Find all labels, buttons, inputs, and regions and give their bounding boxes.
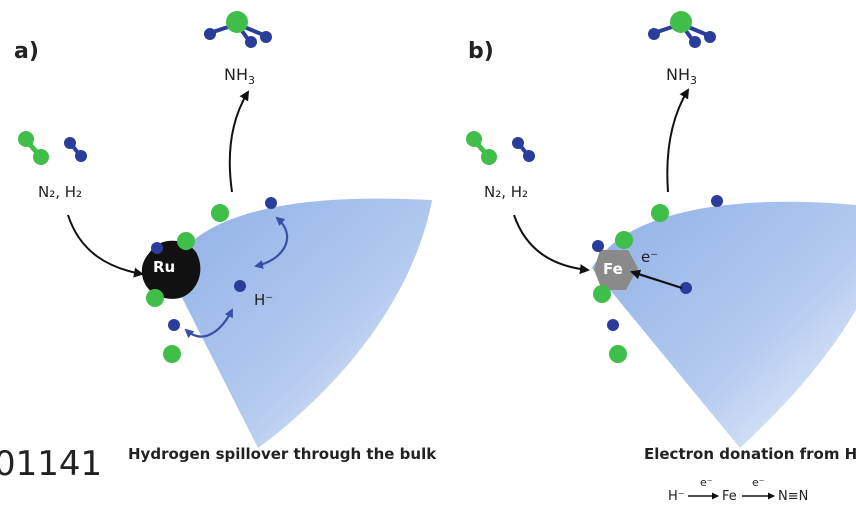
reactant-arrow-b <box>513 214 590 275</box>
panel-a-label: a) <box>14 39 39 64</box>
support-surface-b <box>592 201 856 448</box>
h2-molecule-icon <box>512 137 535 162</box>
nh3-molecule-icon <box>648 11 716 48</box>
hydride-label-a: H⁻ <box>254 291 273 309</box>
equation-metal: Fe <box>722 489 737 504</box>
panel-a: a) NH3 N₂, H₂ Ru <box>14 11 437 463</box>
caption-b: Electron donation from H⁻ <box>644 445 856 463</box>
equation-nitrogen: N≡N <box>778 489 808 504</box>
ru-catalyst-particle <box>141 240 201 299</box>
reactants-label-b: N₂, H₂ <box>484 183 528 201</box>
equation-electron-2: e⁻ <box>752 476 765 489</box>
adsorbed-atoms-a <box>146 197 277 363</box>
equation-hydride: H⁻ <box>668 489 685 504</box>
product-arrow-a <box>228 90 250 193</box>
spillover-arrow-upper <box>254 216 289 269</box>
stray-number-text: 01141 <box>0 444 103 484</box>
equation-electron-1: e⁻ <box>700 476 713 489</box>
reactants-label-a: N₂, H₂ <box>38 183 82 201</box>
electron-transfer-equation: H⁻ e⁻ Fe e⁻ N≡N <box>668 476 808 504</box>
electron-transfer-arrow <box>630 269 683 290</box>
n2-molecule-icon <box>18 131 49 165</box>
nh3-molecule-icon <box>204 11 272 48</box>
catalyst-label-ru: Ru <box>153 258 175 276</box>
product-nh3-b: NH3 <box>666 65 697 87</box>
product-nh3-a: NH3 <box>224 65 255 87</box>
n2-molecule-icon <box>466 131 497 165</box>
panel-b: b) NH3 N₂, H₂ Fe <box>466 11 856 504</box>
panel-b-label: b) <box>468 39 494 64</box>
electron-label-b: e⁻ <box>641 248 658 266</box>
h2-molecule-icon <box>64 137 87 162</box>
catalyst-label-fe: Fe <box>603 260 623 278</box>
reactant-arrow-a <box>67 214 144 278</box>
adsorbed-atoms-b <box>592 195 723 363</box>
product-arrow-b <box>666 88 690 193</box>
support-surface-a <box>168 198 432 448</box>
fe-catalyst-particle <box>594 250 638 290</box>
caption-a: Hydrogen spillover through the bulk <box>128 445 437 463</box>
spillover-arrow-lower <box>184 308 233 339</box>
